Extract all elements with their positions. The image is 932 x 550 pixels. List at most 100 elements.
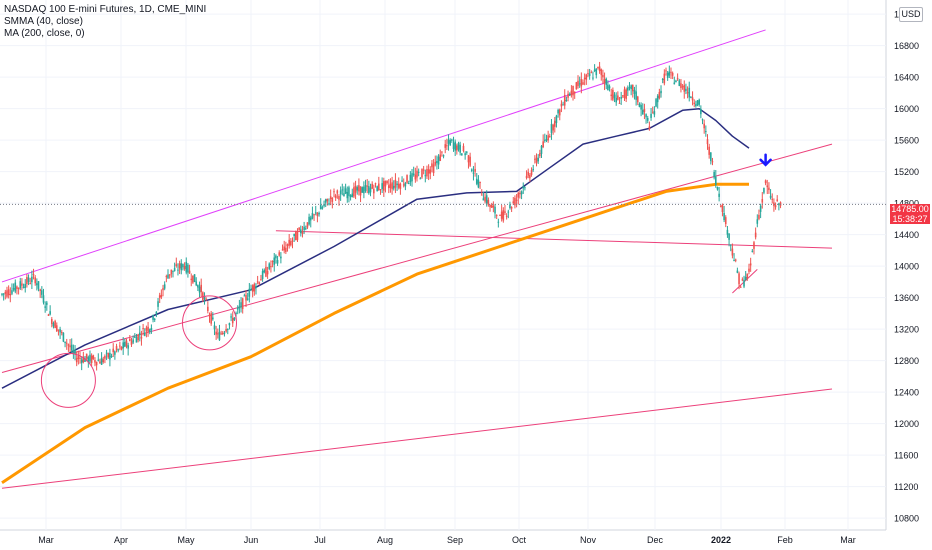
candle-body [620, 96, 622, 99]
currency-label[interactable]: USD [899, 7, 923, 22]
candle-body [615, 97, 617, 103]
candle-body [703, 123, 705, 129]
candle-body [628, 87, 631, 89]
candle-body [623, 89, 626, 98]
candle-body [147, 326, 149, 332]
candle-body [285, 247, 287, 252]
candle-body [392, 185, 395, 189]
annotation-circle [40, 352, 96, 408]
candle-body [110, 356, 113, 358]
candle-body [466, 151, 468, 153]
candle-body [132, 339, 134, 343]
candle-body [532, 168, 534, 170]
candle-body [368, 186, 370, 194]
candle-body [580, 79, 583, 87]
candle-body [153, 318, 156, 320]
candle-body [27, 277, 30, 282]
down-arrow-icon [759, 153, 772, 167]
candle-body [414, 174, 417, 180]
candle-body [358, 185, 360, 192]
candle-body [16, 286, 18, 289]
time-tick-label: Jun [244, 535, 259, 545]
candle-body [773, 202, 775, 206]
candle-body [764, 180, 767, 184]
candle-body [550, 124, 553, 133]
candle-body [630, 85, 632, 90]
candle-body [250, 289, 252, 291]
candle-body [721, 205, 724, 212]
candle-body [24, 283, 27, 288]
candle-body [719, 205, 722, 207]
candle-body [600, 69, 603, 76]
candle-body [218, 331, 221, 341]
candle-body [238, 306, 241, 309]
candle-body [182, 264, 184, 268]
candle-body [226, 328, 229, 330]
candle-body [143, 332, 146, 336]
candle-body [304, 228, 307, 230]
candle-body [537, 157, 539, 162]
candle-body [354, 185, 357, 193]
candle-body [552, 124, 554, 131]
candle-body [446, 145, 448, 147]
candle-body [265, 266, 267, 277]
candle-body [130, 341, 133, 345]
candle-body [648, 126, 651, 130]
candle-body [751, 250, 754, 252]
candle-body [411, 173, 413, 182]
candle-body [638, 103, 641, 107]
candle-body [419, 178, 422, 180]
candle-body [225, 328, 227, 332]
candle-body [724, 217, 727, 225]
candle-body [39, 289, 41, 291]
candle-body [661, 79, 664, 81]
candle-body [223, 332, 226, 334]
candle-body [371, 183, 373, 189]
candle-body [220, 333, 222, 335]
candle-body [500, 211, 503, 219]
candle-body [11, 290, 13, 294]
candle-body [321, 207, 324, 209]
candle-body [316, 212, 319, 217]
candle-body [397, 183, 400, 188]
candle-body [273, 257, 276, 265]
candle-body [64, 341, 66, 343]
candle-body [560, 103, 563, 107]
candle-body [290, 241, 292, 246]
candle-body [583, 77, 586, 80]
candle-body [253, 284, 256, 292]
candle-body [572, 85, 574, 96]
candle-body [213, 325, 216, 330]
candle-body [376, 186, 378, 192]
candle-body [736, 270, 739, 273]
candle-body [522, 186, 525, 189]
candle-body [625, 89, 627, 99]
candle-body [514, 197, 516, 206]
candle-body [309, 217, 312, 221]
candle-body [665, 70, 667, 72]
candle-body [622, 95, 624, 97]
candle-body [636, 96, 639, 103]
time-tick-label: Sep [447, 535, 463, 545]
candle-body [763, 187, 765, 193]
candle-body [221, 332, 224, 334]
candle-body [210, 313, 212, 324]
candle-body [314, 212, 317, 214]
candle-body [323, 204, 325, 207]
candle-body [585, 74, 588, 80]
candle-body [449, 140, 451, 146]
price-tick-label: 12800 [894, 356, 919, 366]
candle-body [173, 268, 176, 272]
candle-body [743, 280, 745, 287]
price-tick-label: 15600 [894, 136, 919, 146]
trendline [1, 29, 766, 283]
candle-body [705, 131, 707, 133]
candle-body [729, 244, 732, 246]
candle-body [200, 284, 202, 292]
candle-body [46, 302, 48, 305]
candle-body [75, 358, 78, 363]
candle-body [437, 156, 440, 165]
candle-body [424, 175, 427, 177]
candle-body [519, 193, 521, 195]
